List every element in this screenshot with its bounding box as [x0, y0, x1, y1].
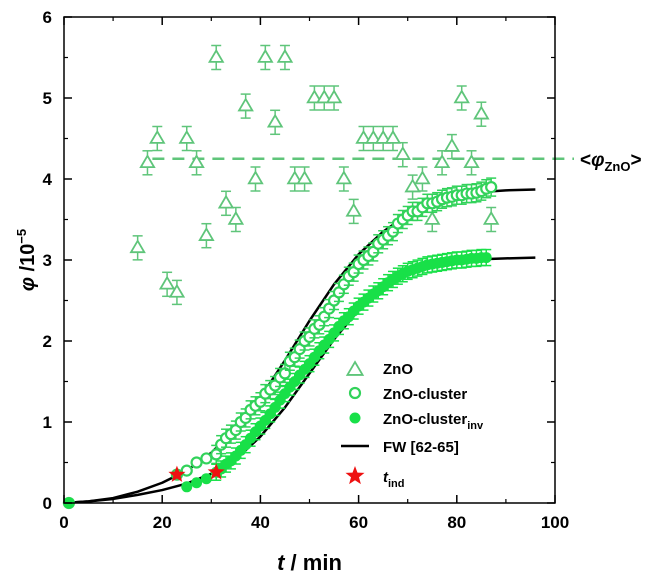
zno-cluster-inv-point — [200, 473, 212, 485]
x-tick-label: 100 — [541, 513, 569, 532]
zno-point — [129, 239, 146, 254]
zno-point — [227, 210, 245, 225]
y-tick-label: 1 — [43, 413, 52, 432]
mean-annotation-open: < — [580, 150, 591, 171]
legend-zno-symbol — [345, 360, 365, 376]
y-tick-label: 4 — [43, 170, 53, 189]
x-axis-title: t / min — [277, 550, 342, 575]
y-tick-label: 0 — [43, 494, 52, 513]
legend-label: ZnO-cluster — [383, 386, 467, 403]
zno-point — [473, 105, 490, 120]
zno-point — [276, 48, 294, 63]
zno-point — [482, 210, 500, 225]
zno-point — [207, 48, 225, 63]
y-tick-label: 5 — [43, 89, 52, 108]
zno-point — [463, 154, 480, 169]
zno-cluster-inv-point — [480, 252, 492, 264]
y-tick-label: 6 — [43, 8, 52, 27]
zno-cluster-point — [200, 452, 213, 465]
zno-point — [355, 129, 372, 144]
zno-point — [325, 89, 343, 104]
annotation: <φZnO> — [580, 150, 642, 174]
x-axis-unit: / min — [284, 550, 341, 575]
legend-label-main: ZnO-cluster — [383, 411, 467, 428]
zno-point — [306, 89, 323, 104]
zno-point — [178, 129, 195, 144]
y-axis-symbol: φ — [17, 277, 39, 291]
y-axis-exponent: −5 — [14, 229, 29, 244]
zno-point — [247, 170, 264, 185]
x-tick-label: 40 — [251, 513, 270, 532]
zno-cluster-point — [485, 181, 498, 194]
mean-annotation-subscript: ZnO — [604, 159, 630, 174]
zno-point — [394, 145, 412, 160]
axes: 0 20 40 60 80 100 0 1 2 3 4 5 6 t / min φ /10−5 — [14, 8, 569, 575]
zno-point — [237, 97, 254, 112]
legend-label-main: FW [62-65] — [383, 439, 459, 456]
legend-label-subscript: ind — [388, 478, 405, 490]
legend-label: ZnO — [383, 361, 413, 378]
zno-point — [168, 283, 186, 298]
y-tick-label: 3 — [43, 251, 52, 270]
zno-cluster-inv-point — [181, 481, 193, 493]
zno-point — [316, 89, 333, 104]
zno-point — [404, 178, 421, 193]
zno-point — [453, 89, 470, 104]
mean-annotation-close: > — [630, 150, 641, 171]
legend-star-symbol — [345, 466, 365, 485]
zno-point — [266, 113, 284, 128]
zno-point — [424, 210, 441, 225]
zno-point — [188, 154, 205, 169]
mean-annotation-symbol: φ — [591, 150, 604, 171]
zno-point — [217, 194, 235, 209]
x-axis-symbol: t — [277, 550, 286, 575]
x-tick-label: 80 — [447, 513, 466, 532]
zno-point — [414, 170, 431, 185]
y-axis-unit: /10 — [17, 244, 39, 277]
x-tick-label: 0 — [59, 513, 68, 532]
x-tick-label: 20 — [153, 513, 172, 532]
zno-point — [345, 202, 362, 217]
zno-point — [443, 137, 461, 152]
mean-annotation: <φZnO> — [580, 150, 642, 174]
zno-point — [149, 129, 166, 144]
y-tick-label: 2 — [43, 332, 52, 351]
legend-label-main: ZnO — [383, 361, 413, 378]
data-points — [62, 44, 500, 510]
legend-zno-cluster-inv-symbol — [349, 412, 361, 424]
legend-label: FW [62-65] — [383, 439, 459, 456]
zno-cluster-inv-point — [191, 477, 203, 489]
zno-point — [433, 154, 451, 169]
legend-label-subscript: inv — [467, 420, 484, 432]
induction-time-star — [207, 463, 225, 480]
zno-point — [257, 48, 274, 63]
zno-point — [139, 154, 156, 169]
zno-point — [335, 170, 353, 185]
legend-label-main: t — [383, 469, 389, 486]
legend-label: tind — [383, 469, 405, 490]
induction-time-star — [168, 465, 186, 482]
zno-cluster-point — [190, 456, 203, 469]
legend-label-main: ZnO-cluster — [383, 386, 467, 403]
zno-point — [286, 170, 303, 185]
zno-cluster-point — [180, 464, 193, 477]
zno-point — [198, 226, 215, 241]
y-axis-title: φ /10−5 — [14, 229, 39, 291]
zno-point — [374, 129, 392, 144]
x-tick-label: 60 — [349, 513, 368, 532]
zno-point — [365, 129, 382, 144]
legend-label: ZnO-clusterinv — [383, 411, 484, 432]
zno-point — [158, 275, 176, 290]
zno-point — [296, 170, 313, 185]
legend-zno-cluster-symbol — [348, 386, 362, 400]
zno-point — [384, 129, 402, 144]
